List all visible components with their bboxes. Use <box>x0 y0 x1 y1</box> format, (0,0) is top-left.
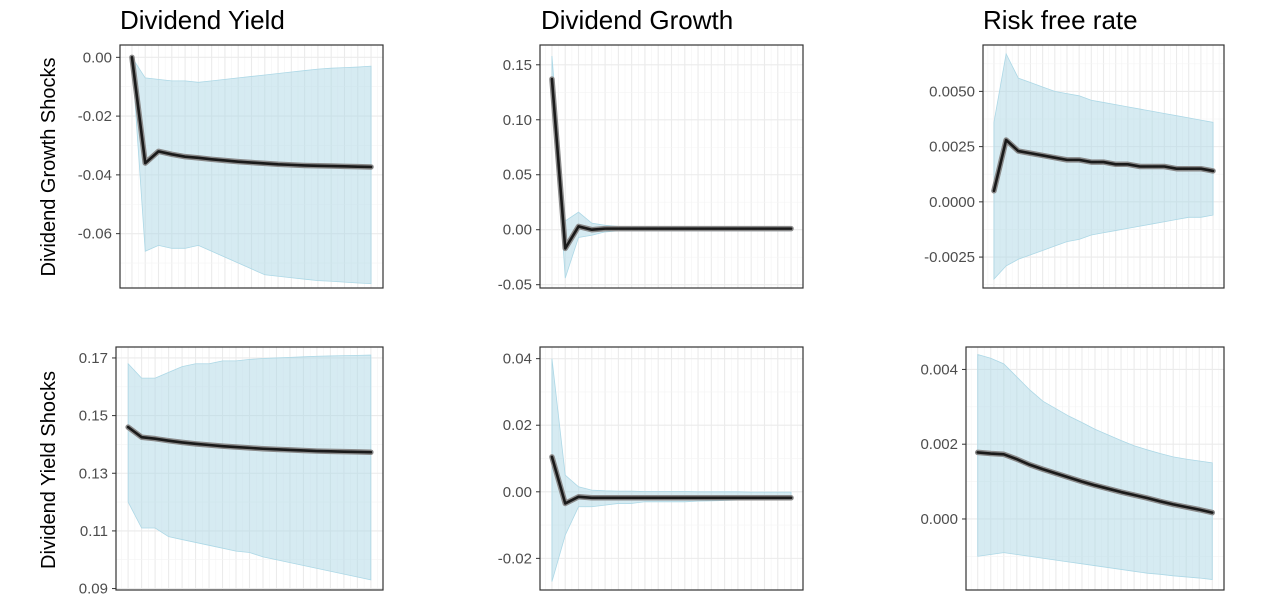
y-tick-label: 0.05 <box>503 167 532 184</box>
panel-1: -0.06 -0.04 -0.02 0.00 <box>78 44 384 289</box>
y-tick-label: -0.0025 <box>924 249 975 266</box>
response-line <box>550 455 793 505</box>
y-tick-label: 0.00 <box>83 49 112 66</box>
panel-3: -0.0025 0.0000 0.0025 0.0050 <box>924 44 1225 289</box>
panel-6: 0.000 0.002 0.004 <box>920 346 1225 591</box>
y-tick-label: 0.000 <box>920 511 958 528</box>
panel-border <box>965 346 1225 591</box>
panel-border <box>115 346 384 591</box>
confidence-band <box>127 354 372 581</box>
panel-4: 0.09 0.11 0.13 0.15 0.17 <box>79 346 384 598</box>
response-line <box>126 425 373 454</box>
confidence-band <box>993 52 1214 281</box>
column-title-dividend-yield: Dividend Yield <box>120 5 285 35</box>
y-tick-label: 0.15 <box>503 57 532 74</box>
column-title-dividend-growth: Dividend Growth <box>541 5 733 35</box>
panel-border <box>982 44 1225 289</box>
panel-border <box>539 346 804 591</box>
y-tick-label: 0.15 <box>79 408 108 425</box>
confidence-band <box>131 57 372 285</box>
row-label-dividend-growth-shocks: Dividend Growth Shocks <box>38 58 60 277</box>
y-tick-label: 0.004 <box>920 361 958 378</box>
y-tick-label: 0.09 <box>79 581 108 598</box>
response-line <box>550 77 793 250</box>
panel-2: -0.05 0.00 0.05 0.10 0.15 <box>498 44 804 294</box>
y-tick-label: 0.0050 <box>929 83 975 100</box>
y-tick-label: 0.17 <box>79 350 108 367</box>
column-title-risk-free-rate: Risk free rate <box>983 5 1138 35</box>
response-line <box>976 451 1214 514</box>
confidence-band <box>977 353 1213 580</box>
y-tick-label: -0.04 <box>78 167 112 184</box>
y-tick-label: 0.00 <box>503 484 532 501</box>
response-line <box>992 138 1215 193</box>
y-tick-label: 0.02 <box>503 417 532 434</box>
y-tick-label: -0.05 <box>498 277 532 294</box>
y-tick-label: 0.13 <box>79 465 108 482</box>
panel-grid: -0.06 -0.04 -0.02 0.00 -0.05 0.00 0.05 0.10 0.15… <box>78 44 1225 598</box>
y-tick-label: -0.06 <box>78 226 112 243</box>
y-tick-label: 0.0000 <box>929 194 975 211</box>
y-tick-label: 0.11 <box>80 523 108 540</box>
y-tick-label: -0.02 <box>78 108 112 125</box>
response-line <box>130 56 373 169</box>
row-label-dividend-yield-shocks: Dividend Yield Shocks <box>38 371 60 569</box>
panel-border <box>539 44 804 289</box>
y-tick-label: 0.10 <box>503 112 532 129</box>
panel-5: -0.02 0.00 0.02 0.04 <box>498 346 804 591</box>
y-tick-label: 0.0025 <box>929 139 975 156</box>
y-tick-label: 0.00 <box>503 222 532 239</box>
y-tick-label: 0.002 <box>920 436 958 453</box>
panel-border <box>119 44 384 289</box>
y-tick-label: -0.02 <box>498 550 532 567</box>
y-tick-label: 0.04 <box>503 351 532 368</box>
